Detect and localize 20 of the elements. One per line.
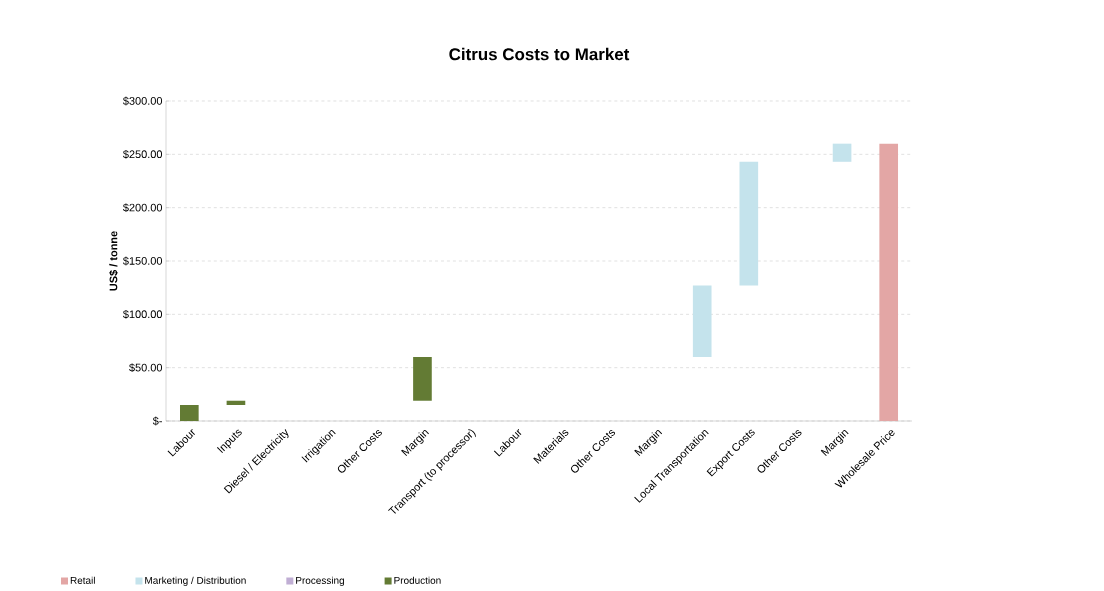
y-tick-label: $200.00 <box>122 203 163 213</box>
legend-label: Marketing / Distribution <box>145 576 246 586</box>
y-tick-label: $100.00 <box>122 309 163 319</box>
bar <box>832 143 852 162</box>
legend-label: Production <box>394 576 441 584</box>
bar <box>179 405 199 421</box>
y-axis-title: US$ / tonne <box>109 231 119 291</box>
bar <box>413 357 432 401</box>
y-tick-label: $150.00 <box>122 256 163 266</box>
bar <box>226 400 246 405</box>
bar <box>879 143 899 421</box>
y-tick-label: $50.00 <box>129 363 163 373</box>
y-tick-label: $- <box>152 416 162 426</box>
chart-title: Citrus Costs to Market <box>449 47 630 61</box>
legend-label: Processing <box>296 576 344 586</box>
bar <box>739 161 759 286</box>
legend-label: Retail <box>70 576 95 584</box>
y-tick-label: $300.00 <box>122 96 163 106</box>
bar <box>692 285 712 357</box>
y-tick-label: $250.00 <box>122 149 163 159</box>
